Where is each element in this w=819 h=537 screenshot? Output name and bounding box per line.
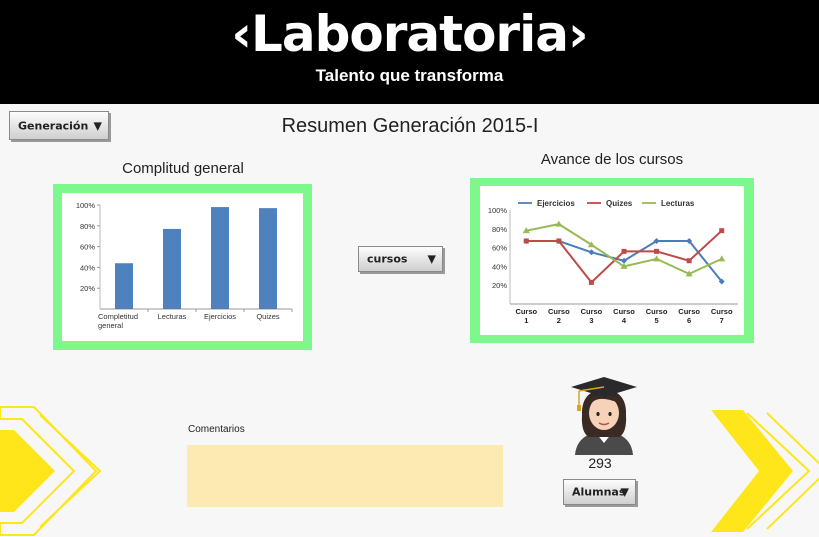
triangle-down-icon: ▼ [620, 485, 629, 499]
x-tick-label: general [98, 321, 123, 330]
data-point [719, 228, 725, 234]
series-line [526, 229, 723, 284]
legend-label: Lecturas [661, 199, 695, 208]
completion-chart-title: Complitud general [122, 160, 244, 177]
chevron-decor-right [711, 410, 819, 532]
data-point [718, 278, 725, 285]
tagline: Talento que transforma [315, 66, 504, 85]
x-tick-label: 6 [687, 316, 691, 325]
courses-dropdown-label: cursos [367, 252, 408, 266]
x-tick-label: Completitud [98, 312, 138, 321]
courses-line-chart: 20% 40% 60% 80% 100% Ejercicios Quizes Lecturas… [488, 199, 738, 325]
x-tick-label: Ejercicios [204, 312, 236, 321]
data-point [522, 227, 530, 234]
bar [115, 263, 133, 309]
data-point [556, 238, 562, 244]
courses-dropdown[interactable]: cursos ▼ [358, 246, 443, 272]
data-point [686, 258, 692, 264]
generation-dropdown[interactable]: Generación ▼ [9, 111, 109, 140]
x-tick-label: Lecturas [158, 312, 187, 321]
legend-label: Quizes [606, 199, 633, 208]
data-point [588, 249, 595, 256]
data-point [587, 241, 595, 248]
generation-dropdown-label: Generación [18, 119, 89, 132]
x-tick-label: 3 [589, 316, 593, 325]
x-tick-label: 4 [622, 316, 627, 325]
header-bar: ‹Laboratoria› Talento que transforma [0, 0, 819, 104]
courses-chart-frame: 20% 40% 60% 80% 100% Ejercicios Quizes Lecturas… [470, 178, 754, 343]
x-tick-label: Curso [548, 307, 570, 316]
completion-chart-area: 20% 40% 60% 80% 100% Completitud general Lectur… [62, 193, 303, 341]
data-point [555, 220, 563, 227]
y-tick-label: 60% [492, 244, 507, 253]
students-dropdown-label: Alumnas [572, 485, 626, 499]
data-point [653, 255, 661, 262]
courses-chart-title: Avance de los cursos [540, 151, 684, 168]
triangle-down-icon: ▼ [427, 252, 436, 266]
x-tick-label: Quizes [256, 312, 280, 321]
data-point [686, 238, 693, 245]
y-tick-label: 20% [80, 284, 95, 293]
x-tick-label: Curso [678, 307, 700, 316]
courses-chart-area: 20% 40% 60% 80% 100% Ejercicios Quizes Lecturas… [480, 186, 744, 335]
data-point [523, 238, 529, 244]
data-point [685, 270, 693, 277]
y-tick-label: 40% [492, 262, 507, 271]
data-point [621, 257, 627, 264]
y-tick-label: 60% [80, 243, 95, 252]
bar [163, 228, 181, 309]
bar [211, 207, 229, 309]
students-dropdown[interactable]: Alumnas ▼ [563, 479, 636, 505]
x-tick-label: Curso [581, 307, 603, 316]
page-title: Resumen Generación 2015-I [281, 115, 539, 137]
x-tick-label: 1 [524, 316, 528, 325]
data-point [621, 248, 627, 254]
comments-input[interactable] [187, 445, 503, 507]
data-point [653, 238, 660, 245]
x-tick-label: Curso [646, 307, 668, 316]
y-tick-label: 20% [492, 281, 507, 290]
x-tick-label: Curso [711, 307, 733, 316]
triangle-down-icon: ▼ [93, 119, 102, 132]
chevron-decor-left [0, 406, 102, 536]
x-tick-label: 7 [720, 316, 724, 325]
y-tick-label: 100% [488, 206, 508, 215]
data-point [620, 262, 628, 269]
laboratoria-logo: ‹Laboratoria› [231, 5, 588, 63]
bar [259, 208, 277, 309]
legend-label: Ejercicios [537, 199, 575, 208]
data-point [718, 255, 726, 262]
x-tick-label: 5 [654, 316, 658, 325]
x-tick-label: Curso [515, 307, 537, 316]
y-tick-label: 80% [80, 222, 95, 231]
y-tick-label: 40% [80, 263, 95, 272]
data-point [654, 248, 660, 254]
graduate-student-icon [571, 377, 637, 455]
completion-chart-frame: 20% 40% 60% 80% 100% Completitud general Lectur… [53, 184, 312, 350]
x-tick-label: Curso [613, 307, 635, 316]
student-count: 293 [588, 455, 612, 471]
y-tick-label: 80% [492, 225, 507, 234]
x-tick-label: 2 [557, 316, 561, 325]
comments-label: Comentarios [188, 424, 245, 435]
data-point [588, 279, 594, 285]
y-tick-label: 100% [76, 201, 96, 210]
